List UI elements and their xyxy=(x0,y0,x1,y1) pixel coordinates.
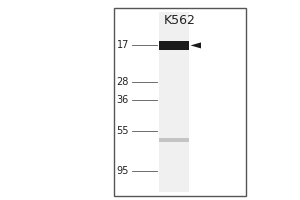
Bar xyxy=(159,41,189,50)
Text: 28: 28 xyxy=(117,77,129,87)
Polygon shape xyxy=(190,42,201,48)
Text: 36: 36 xyxy=(117,95,129,105)
FancyBboxPatch shape xyxy=(114,8,246,196)
Text: K562: K562 xyxy=(164,14,196,27)
FancyBboxPatch shape xyxy=(159,12,189,192)
Text: 55: 55 xyxy=(116,126,129,136)
Bar xyxy=(159,138,189,142)
Text: 95: 95 xyxy=(117,166,129,176)
Text: 17: 17 xyxy=(117,40,129,50)
